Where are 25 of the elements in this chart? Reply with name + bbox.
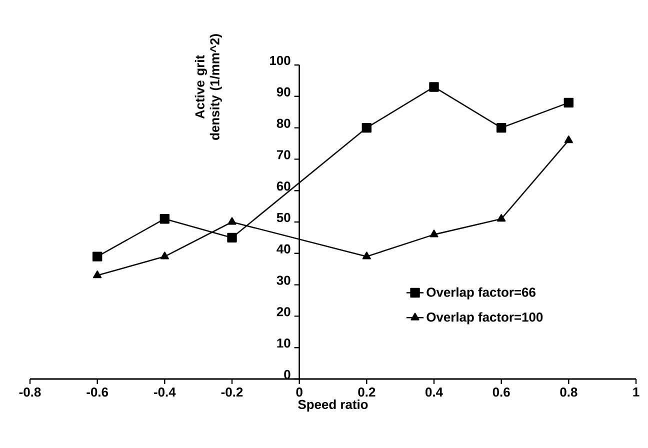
x-tick-label: 0.2 — [358, 388, 376, 397]
y-axis-title: Active grit density (1/mm^2) — [194, 34, 222, 140]
y-tick-label: 20 — [276, 307, 290, 316]
y-tick-label: 40 — [276, 244, 290, 254]
y-tick-label: 10 — [277, 338, 290, 348]
x-tick-label: 0.6 — [492, 388, 510, 397]
y-tick-label: 100 — [270, 56, 290, 66]
y-tick-label: 50 — [276, 212, 290, 222]
y-tick-label: 30 — [276, 276, 290, 285]
x-tick-label: -0.4 — [154, 388, 176, 397]
x-tick-label: 0 — [296, 388, 302, 397]
legend-label: Overlap factor=100 — [426, 312, 543, 324]
y-tick-label: 0 — [284, 370, 290, 380]
x-tick-label: -0.6 — [86, 388, 108, 397]
x-tick-label: 0.8 — [560, 388, 578, 397]
x-tick-label: 0.4 — [426, 388, 443, 397]
x-tick-label: 1 — [633, 388, 640, 396]
y-tick-label: 60 — [276, 182, 290, 191]
y-tick-label: 70 — [276, 150, 290, 160]
x-tick-label: -0.2 — [221, 388, 243, 397]
y-tick-label: 80 — [276, 118, 290, 128]
y-tick-label: 90 — [276, 87, 290, 96]
x-axis-title: Speed ratio — [298, 400, 368, 412]
x-tick-label: -0.8 — [19, 388, 41, 397]
legend-label: Overlap factor=66 — [426, 287, 536, 300]
